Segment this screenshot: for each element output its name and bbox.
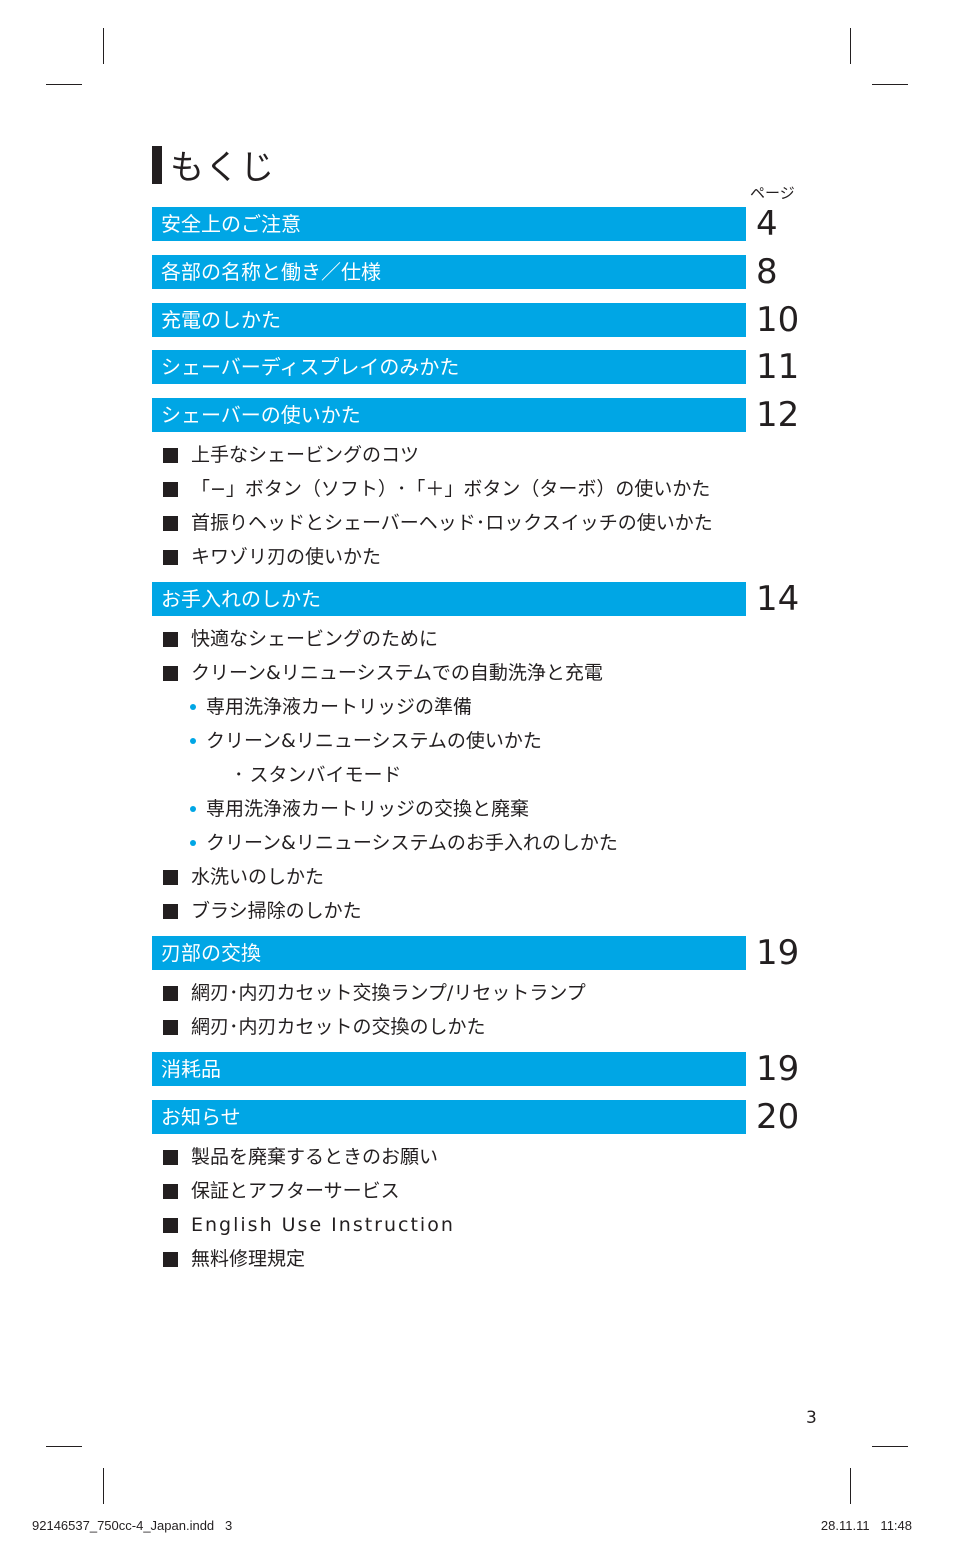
toc-item[interactable]: 「−」ボタン（ソフト）･「＋」ボタン（ターボ）の使いかた bbox=[163, 477, 710, 501]
toc-item[interactable]: 網刃･内刃カセットの交換のしかた bbox=[163, 1015, 486, 1039]
crop-mark bbox=[850, 28, 851, 64]
bullet-square-icon bbox=[163, 631, 178, 647]
crop-mark bbox=[872, 84, 908, 85]
bullet-square-icon bbox=[163, 515, 178, 531]
toc-item-label: English Use Instruction bbox=[191, 1214, 455, 1236]
toc-item-label: ブラシ掃除のしかた bbox=[191, 900, 362, 922]
toc-section-band[interactable]: シェーバーディスプレイのみかた bbox=[152, 350, 746, 384]
bullet-square-icon bbox=[163, 549, 178, 565]
toc-item[interactable]: 無料修理規定 bbox=[163, 1247, 305, 1271]
bullet-square-icon bbox=[163, 1019, 178, 1035]
toc-section-band[interactable]: 各部の名称と働き／仕様 bbox=[152, 255, 746, 289]
toc-item[interactable]: クリーン&リニューシステムでの自動洗浄と充電 bbox=[163, 661, 603, 685]
toc-item[interactable]: 快適なシェービングのために bbox=[163, 627, 438, 651]
crop-mark bbox=[850, 1468, 851, 1504]
title-bar-mark bbox=[152, 145, 162, 184]
toc-item[interactable]: ブラシ掃除のしかた bbox=[163, 899, 362, 923]
slug-filename: 92146537_750cc-4_Japan.indd 3 bbox=[32, 1518, 233, 1533]
toc-section-band[interactable]: 消耗品 bbox=[152, 1052, 746, 1086]
toc-item[interactable]: 上手なシェービングのコツ bbox=[163, 443, 419, 467]
toc-item-label: 網刃･内刃カセットの交換のしかた bbox=[191, 1016, 486, 1038]
toc-subitem-label: クリーン&リニューシステムのお手入れのしかた bbox=[206, 832, 618, 854]
bullet-square-icon bbox=[163, 1217, 178, 1233]
bullet-square-icon bbox=[163, 1183, 178, 1199]
bullet-dot-icon bbox=[190, 704, 196, 710]
toc-item[interactable]: 網刃･内刃カセット交換ランプ/リセットランプ bbox=[163, 981, 586, 1005]
toc-item-label: キワゾリ刃の使いかた bbox=[191, 546, 382, 568]
toc-subsubitem[interactable]: ･ スタンバイモード bbox=[234, 764, 402, 786]
toc-page-number: 14 bbox=[756, 579, 800, 619]
page-column-label: ページ bbox=[750, 184, 795, 202]
toc-section-band[interactable]: 充電のしかた bbox=[152, 303, 746, 337]
bullet-square-icon bbox=[163, 1149, 178, 1165]
crop-mark bbox=[103, 1468, 104, 1504]
bullet-dot-icon bbox=[190, 806, 196, 812]
bullet-square-icon bbox=[163, 985, 178, 1001]
bullet-dot-icon bbox=[190, 738, 196, 744]
toc-item-label: 「−」ボタン（ソフト）･「＋」ボタン（ターボ）の使いかた bbox=[191, 478, 711, 500]
toc-item-label: 上手なシェービングのコツ bbox=[191, 444, 420, 466]
toc-subitem-label: 専用洗浄液カートリッジの準備 bbox=[206, 696, 473, 718]
toc-item-label: 網刃･内刃カセット交換ランプ/リセットランプ bbox=[191, 982, 586, 1004]
toc-item-label: 保証とアフターサービス bbox=[191, 1180, 400, 1202]
bullet-square-icon bbox=[163, 903, 178, 919]
toc-item[interactable]: 水洗いのしかた bbox=[163, 865, 324, 889]
bullet-square-icon bbox=[163, 447, 178, 463]
toc-item[interactable]: キワゾリ刃の使いかた bbox=[163, 545, 381, 569]
toc-section-band[interactable]: シェーバーの使いかた bbox=[152, 398, 746, 432]
toc-subitem-label: クリーン&リニューシステムの使いかた bbox=[206, 730, 542, 752]
toc-section-band[interactable]: お知らせ bbox=[152, 1100, 746, 1134]
toc-item[interactable]: 製品を廃棄するときのお願い bbox=[163, 1145, 438, 1169]
toc-page-number: 8 bbox=[756, 252, 778, 292]
crop-mark bbox=[46, 1446, 82, 1447]
toc-page-number: 12 bbox=[756, 395, 800, 435]
bullet-square-icon bbox=[163, 869, 178, 885]
toc-section-band[interactable]: 刃部の交換 bbox=[152, 936, 746, 970]
toc-page-number: 11 bbox=[756, 347, 800, 387]
toc-page-number: 20 bbox=[756, 1097, 800, 1137]
toc-item[interactable]: 首振りヘッドとシェーバーヘッド･ロックスイッチの使いかた bbox=[163, 511, 713, 535]
title-text: もくじ bbox=[170, 148, 275, 188]
toc-page-number: 4 bbox=[756, 204, 778, 244]
crop-mark bbox=[103, 28, 104, 64]
bullet-dot-icon bbox=[190, 840, 196, 846]
toc-page-number: 19 bbox=[756, 933, 800, 973]
toc-page-number: 10 bbox=[756, 300, 800, 340]
toc-item[interactable]: 保証とアフターサービス bbox=[163, 1179, 400, 1203]
toc-item-label: 無料修理規定 bbox=[191, 1248, 306, 1270]
toc-item-label: クリーン&リニューシステムでの自動洗浄と充電 bbox=[191, 662, 603, 684]
bullet-square-icon bbox=[163, 1251, 178, 1267]
bullet-square-icon bbox=[163, 481, 178, 497]
crop-mark bbox=[872, 1446, 908, 1447]
page-number-folio: 3 bbox=[806, 1408, 817, 1428]
crop-mark bbox=[46, 84, 82, 85]
toc-item-label: 製品を廃棄するときのお願い bbox=[191, 1146, 439, 1168]
toc-subitem[interactable]: 専用洗浄液カートリッジの交換と廃棄 bbox=[190, 797, 529, 821]
toc-item-label: 首振りヘッドとシェーバーヘッド･ロックスイッチの使いかた bbox=[191, 512, 713, 534]
toc-item-label: 快適なシェービングのために bbox=[191, 628, 439, 650]
slug-timestamp: 28.11.11 11:48 bbox=[820, 1518, 912, 1533]
toc-subitem[interactable]: クリーン&リニューシステムのお手入れのしかた bbox=[190, 831, 618, 855]
toc-item[interactable]: English Use Instruction bbox=[163, 1213, 455, 1237]
toc-section-band[interactable]: お手入れのしかた bbox=[152, 582, 746, 616]
toc-section-band[interactable]: 安全上のご注意 bbox=[152, 207, 746, 241]
toc-subitem[interactable]: クリーン&リニューシステムの使いかた bbox=[190, 729, 542, 753]
toc-item-label: 水洗いのしかた bbox=[191, 866, 325, 888]
toc-subitem[interactable]: 専用洗浄液カートリッジの準備 bbox=[190, 695, 472, 719]
toc-subitem-label: 専用洗浄液カートリッジの交換と廃棄 bbox=[206, 798, 530, 820]
page-title: もくじ bbox=[152, 140, 275, 189]
toc-page-number: 19 bbox=[756, 1049, 800, 1089]
bullet-square-icon bbox=[163, 665, 178, 681]
